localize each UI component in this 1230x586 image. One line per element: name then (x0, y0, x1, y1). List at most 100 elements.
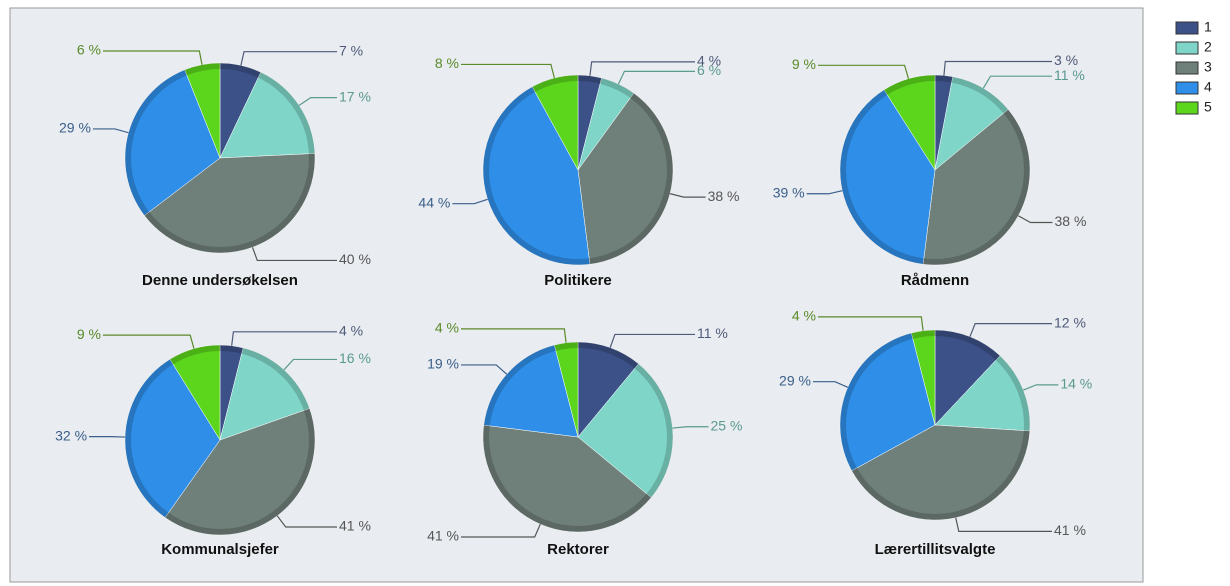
data-label: 41 % (427, 528, 459, 544)
pie-slice (851, 424, 1031, 521)
data-label: 3 % (1054, 52, 1078, 68)
chart-title: Kommunalsjefer (161, 541, 279, 558)
leader-line (812, 381, 849, 388)
data-label: 29 % (779, 372, 811, 388)
data-label: 4 % (792, 308, 816, 324)
legend-swatch (1175, 21, 1199, 35)
pie-rim (840, 75, 1030, 265)
leader-line (461, 523, 541, 538)
pie-slice (184, 62, 221, 159)
leader-line (617, 70, 695, 85)
leader-line (1023, 384, 1059, 391)
pie-slice (934, 329, 1001, 426)
data-label: 16 % (339, 350, 371, 366)
pie-slice (577, 363, 674, 498)
pie-rim (483, 75, 673, 265)
leader-line (276, 515, 337, 528)
leader-line (669, 193, 706, 198)
leader-line (231, 331, 337, 346)
pie-slice (883, 74, 936, 171)
leader-line (452, 198, 488, 205)
leader-line (461, 328, 567, 343)
data-label: 14 % (1060, 376, 1092, 392)
leader-line (92, 128, 129, 134)
data-label: 41 % (339, 518, 371, 534)
legend-swatch (1175, 41, 1199, 55)
chart-title: Denne undersøkelsen (142, 272, 298, 289)
chart-title: Lærertillitsvalgte (875, 541, 996, 558)
data-label: 8 % (435, 55, 459, 71)
leader-line (240, 51, 337, 66)
leader-line (1017, 215, 1053, 224)
data-label: 4 % (435, 320, 459, 336)
leader-line (103, 334, 195, 349)
pie-slice (911, 329, 936, 426)
pie-slice (219, 71, 316, 159)
data-label: 6 % (77, 42, 101, 58)
legend-swatch (1175, 101, 1199, 115)
leader-line (818, 316, 924, 331)
leader-line (955, 517, 1052, 532)
pie-rim (125, 345, 315, 535)
legend-label: 1 (1204, 19, 1212, 35)
legend-swatch (1175, 61, 1199, 75)
leader-line (672, 426, 709, 429)
pie-slice (577, 341, 639, 438)
data-label: 40 % (339, 251, 371, 267)
leader-line (943, 60, 1052, 76)
pie-slice (934, 76, 1009, 171)
leader-line (251, 247, 337, 262)
data-label: 32 % (55, 427, 87, 443)
pie-slice (124, 69, 221, 216)
data-label: 7 % (339, 42, 363, 58)
data-label: 9 % (77, 326, 101, 342)
chart-title: Politikere (544, 272, 612, 289)
legend-label: 5 (1204, 99, 1212, 115)
leader-line (103, 50, 203, 65)
leader-line (818, 64, 910, 79)
pie-slice (934, 355, 1031, 432)
pie-rim (483, 342, 673, 532)
leader-line (283, 358, 337, 371)
data-label: 11 % (697, 325, 728, 341)
data-label: 41 % (1054, 522, 1086, 538)
data-label: 4 % (339, 323, 363, 339)
legend-label: 3 (1204, 59, 1212, 75)
chart-title: Rådmenn (901, 272, 969, 289)
leader-line (806, 190, 843, 195)
pie-slice (482, 424, 652, 533)
data-label: 12 % (1054, 314, 1086, 330)
pie-slice (482, 86, 591, 266)
pie-slice (839, 89, 936, 265)
data-label: 4 % (697, 53, 721, 69)
pie-rim (125, 63, 315, 253)
pie-slice (169, 344, 221, 441)
pie-slice (144, 153, 316, 254)
data-label: 17 % (339, 88, 371, 104)
pie-slice (839, 332, 936, 472)
legend-label: 4 (1204, 79, 1212, 95)
data-label: 38 % (708, 188, 740, 204)
leader-line (982, 75, 1052, 89)
pie-slice (554, 341, 579, 438)
legend-swatch (1175, 81, 1199, 95)
pie-slice (483, 344, 579, 438)
data-label: 38 % (1055, 213, 1087, 229)
chart-title: Rektorer (547, 541, 609, 558)
data-label: 25 % (711, 417, 743, 433)
leader-line (969, 323, 1052, 337)
legend-label: 2 (1204, 39, 1212, 55)
data-label: 29 % (59, 120, 91, 136)
leader-line (461, 63, 555, 79)
data-label: 9 % (792, 56, 816, 72)
data-label: 39 % (773, 184, 805, 200)
leader-line (461, 364, 508, 375)
data-label: 19 % (427, 356, 459, 372)
leader-line (298, 97, 337, 106)
leader-line (589, 61, 695, 76)
pie-rim (840, 330, 1030, 520)
data-label: 11 % (1054, 67, 1085, 83)
data-label: 6 % (697, 62, 721, 78)
leader-line (609, 333, 695, 348)
